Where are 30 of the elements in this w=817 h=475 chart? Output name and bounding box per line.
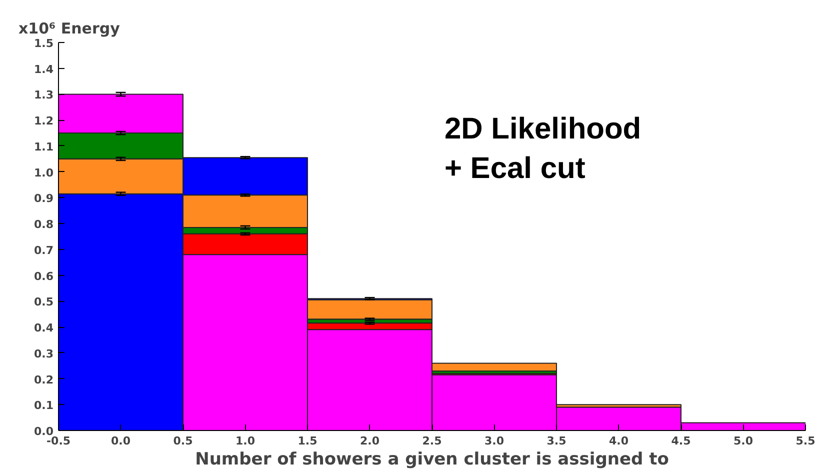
y-tick-label: 1.4 (34, 62, 54, 76)
x-tick-label: 2.0 (360, 434, 380, 448)
x-tick-label: 5.5 (796, 434, 816, 448)
x-tick-label: 2.5 (422, 434, 442, 448)
y-axis-title: x10⁶ Energy (18, 20, 120, 38)
y-tick-label: 0.1 (34, 399, 54, 412)
y-tick-label: 0.5 (34, 296, 54, 309)
y-tick-label: 1.5 (34, 37, 54, 50)
y-tick-label: 1.3 (34, 88, 54, 102)
y-tick-label: 1.2 (34, 114, 54, 128)
y-tick-label: 0.6 (34, 270, 54, 283)
x-tick-label: 5.0 (734, 434, 754, 448)
y-tick-label: 0.7 (34, 244, 54, 257)
y-tick-label: 0.3 (34, 347, 54, 360)
x-tick-label: 0.0 (111, 434, 131, 448)
x-axis-title: Number of showers a given cluster is assigned to (195, 450, 669, 470)
y-tick-label: 0.2 (34, 373, 54, 386)
annotation: 2D Likelihood + Ecal cut (444, 112, 642, 185)
x-tick-label: 4.5 (671, 434, 691, 448)
x-tick-label: 1.0 (236, 434, 256, 448)
x-tick-label: 0.5 (173, 434, 193, 448)
y-tick-label: 0.4 (34, 322, 54, 335)
y-tick-label: 0.8 (34, 218, 54, 232)
x-tick-label: 3.5 (546, 434, 566, 448)
y-tick-label: 1.0 (34, 166, 54, 180)
x-tick-label: 3.0 (484, 434, 504, 448)
y-tick-label: 0.9 (34, 192, 54, 206)
y-tick-label: 1.1 (34, 140, 54, 154)
x-tick-label: 4.0 (609, 434, 629, 448)
x-tick-label: 1.5 (298, 434, 318, 448)
